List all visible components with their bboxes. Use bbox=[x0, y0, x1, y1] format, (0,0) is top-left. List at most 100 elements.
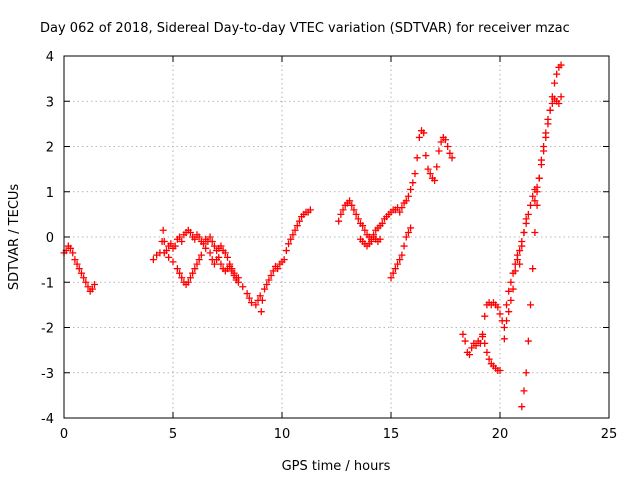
data-point-marker bbox=[411, 170, 419, 178]
data-point-marker bbox=[524, 210, 532, 218]
data-point-marker bbox=[178, 274, 186, 282]
data-point-marker bbox=[544, 120, 552, 128]
y-tick-label: 1 bbox=[46, 186, 54, 201]
data-point-marker bbox=[407, 224, 415, 232]
data-point-marker bbox=[548, 100, 556, 108]
data-point-marker bbox=[424, 165, 432, 173]
data-point-marker bbox=[413, 154, 421, 162]
y-tick-label: 0 bbox=[46, 231, 54, 246]
data-point-marker bbox=[546, 106, 554, 114]
data-point-marker bbox=[509, 285, 517, 293]
data-point-marker bbox=[234, 274, 242, 282]
data-point-marker bbox=[67, 244, 75, 252]
data-point-marker bbox=[77, 269, 85, 277]
data-point-marker bbox=[485, 355, 493, 363]
data-point-marker bbox=[71, 256, 79, 264]
data-point-marker bbox=[84, 283, 92, 291]
data-point-marker bbox=[513, 251, 521, 259]
y-tick-label: -3 bbox=[41, 367, 54, 382]
data-point-marker bbox=[505, 287, 513, 295]
data-point-marker bbox=[73, 260, 81, 268]
data-point-marker bbox=[359, 222, 367, 230]
data-point-marker bbox=[160, 238, 168, 246]
data-point-marker bbox=[444, 143, 452, 150]
data-point-marker bbox=[193, 260, 201, 268]
data-point-marker bbox=[337, 210, 345, 218]
data-point-marker bbox=[189, 269, 197, 277]
data-point-marker bbox=[387, 274, 395, 282]
data-point-marker bbox=[206, 233, 214, 241]
data-point-marker bbox=[500, 335, 508, 343]
series-seg4b bbox=[356, 233, 384, 250]
series-seg3 bbox=[257, 206, 314, 316]
y-tick-label: 3 bbox=[46, 95, 54, 110]
data-point-marker bbox=[527, 201, 535, 209]
data-point-marker bbox=[527, 301, 535, 309]
data-point-marker bbox=[291, 226, 299, 234]
data-point-marker bbox=[295, 217, 303, 225]
data-point-marker bbox=[433, 163, 441, 171]
data-point-marker bbox=[215, 253, 223, 261]
data-point-marker bbox=[396, 256, 404, 264]
data-point-marker bbox=[533, 201, 541, 209]
series-seg8 bbox=[500, 215, 530, 343]
data-point-marker bbox=[167, 240, 175, 248]
data-point-marker bbox=[529, 192, 537, 200]
data-point-marker bbox=[548, 93, 556, 101]
data-point-marker bbox=[402, 233, 410, 241]
x-tick-label: 25 bbox=[601, 427, 618, 442]
data-point-marker bbox=[289, 231, 297, 239]
data-point-marker bbox=[274, 265, 282, 273]
data-point-marker bbox=[522, 215, 530, 223]
x-tick-label: 10 bbox=[274, 427, 291, 442]
data-point-marker bbox=[269, 267, 277, 275]
data-point-marker bbox=[542, 133, 550, 141]
data-point-marker bbox=[354, 215, 362, 223]
data-point-marker bbox=[80, 274, 88, 282]
data-point-marker bbox=[282, 247, 290, 255]
axis-ticks: 0 5 10 15 20 25 -4 -3 -2 -1 0 1 2 3 4 bbox=[41, 50, 617, 442]
data-point-marker bbox=[465, 351, 473, 359]
series-seg2a bbox=[149, 226, 264, 309]
series-seg6 bbox=[459, 330, 504, 374]
data-point-marker bbox=[442, 136, 449, 144]
data-point-marker bbox=[176, 269, 184, 277]
data-point-marker bbox=[494, 303, 502, 311]
y-tick-label: -4 bbox=[41, 412, 54, 427]
data-point-marker bbox=[420, 129, 428, 137]
data-point-marker bbox=[531, 197, 539, 205]
data-point-marker bbox=[217, 242, 225, 250]
data-point-marker bbox=[479, 330, 487, 338]
data-point-marker bbox=[280, 256, 288, 264]
data-point-marker bbox=[169, 258, 177, 266]
data-point-marker bbox=[503, 317, 511, 325]
data-point-marker bbox=[391, 265, 399, 273]
data-point-marker bbox=[257, 308, 265, 316]
data-point-marker bbox=[350, 206, 358, 214]
data-point-marker bbox=[481, 312, 489, 320]
data-point-marker bbox=[555, 100, 563, 108]
data-point-marker bbox=[468, 344, 476, 352]
data-point-marker bbox=[520, 387, 528, 395]
data-point-marker bbox=[293, 222, 301, 230]
data-point-marker bbox=[208, 238, 216, 246]
data-point-marker bbox=[446, 149, 454, 157]
data-point-marker bbox=[221, 249, 229, 257]
series-seg5 bbox=[387, 224, 415, 282]
data-point-marker bbox=[228, 267, 236, 275]
data-point-marker bbox=[195, 256, 203, 264]
x-tick-label: 15 bbox=[383, 427, 400, 442]
data-point-marker bbox=[396, 208, 404, 216]
series-seg1 bbox=[60, 242, 99, 295]
data-point-marker bbox=[472, 342, 480, 350]
data-point-marker bbox=[507, 296, 515, 304]
y-tick-label: 4 bbox=[46, 50, 54, 65]
data-point-marker bbox=[422, 152, 430, 160]
data-point-marker bbox=[533, 188, 541, 196]
data-point-marker bbox=[540, 147, 548, 155]
data-point-marker bbox=[245, 294, 253, 302]
data-point-marker bbox=[459, 330, 467, 338]
data-point-marker bbox=[461, 337, 469, 345]
data-point-marker bbox=[263, 281, 271, 289]
data-point-marker bbox=[400, 242, 408, 250]
